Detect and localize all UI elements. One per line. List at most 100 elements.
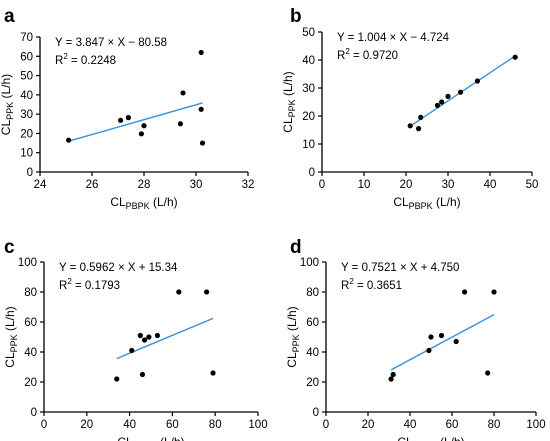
- x-tick-label: 50: [526, 179, 539, 191]
- x-tick-label: 28: [138, 179, 151, 191]
- y-tick-label: 40: [20, 90, 33, 102]
- r-squared: R2 = 0.1793: [59, 277, 120, 292]
- x-tick-label: 0: [323, 419, 329, 431]
- data-point: [204, 289, 210, 295]
- y-tick-label: 50: [20, 71, 33, 83]
- data-point: [390, 371, 396, 378]
- data-point: [439, 99, 445, 105]
- data-point: [146, 334, 152, 340]
- data-point: [491, 289, 497, 295]
- regression-line: [68, 102, 203, 142]
- y-tick-label: 50: [302, 27, 315, 39]
- x-tick-label: 100: [526, 419, 545, 431]
- x-tick-label: 40: [123, 419, 136, 431]
- data-point: [139, 371, 146, 378]
- data-point: [426, 347, 432, 354]
- panel-label: d: [290, 237, 302, 258]
- data-point: [407, 123, 413, 129]
- regression-equation: Y = 3.847 × X − 80.58: [55, 37, 167, 49]
- data-point: [141, 123, 147, 129]
- y-axis-label: CLPPK (L/h): [281, 71, 297, 132]
- data-point: [462, 289, 468, 295]
- y-tick-label: 100: [300, 257, 319, 269]
- y-tick-label: 60: [20, 51, 33, 63]
- x-axis-label: CLPBPK (L/h): [393, 195, 460, 211]
- y-tick-label: 40: [24, 347, 37, 359]
- y-tick-label: 0: [31, 407, 37, 419]
- x-tick-label: 40: [484, 179, 497, 191]
- panel-label: a: [4, 6, 15, 27]
- data-point: [418, 114, 424, 120]
- x-tick-label: 60: [166, 419, 179, 431]
- data-point: [141, 337, 148, 343]
- data-point: [125, 115, 131, 121]
- y-tick-label: 30: [20, 109, 33, 121]
- x-tick-label: 32: [242, 179, 255, 191]
- x-tick-label: 40: [404, 419, 417, 431]
- x-axis-label: CLPBPK (L/h): [397, 435, 464, 441]
- data-point: [434, 102, 441, 108]
- data-point: [428, 334, 434, 340]
- y-tick-label: 60: [24, 317, 37, 329]
- x-tick-label: 100: [248, 419, 267, 431]
- x-tick-label: 30: [442, 179, 455, 191]
- y-tick-label: 0: [313, 407, 319, 419]
- r-squared: R2 = 0.9720: [337, 47, 398, 62]
- data-point: [180, 90, 186, 96]
- data-point: [445, 93, 451, 99]
- y-tick-label: 30: [302, 83, 315, 95]
- x-tick-label: 60: [446, 419, 459, 431]
- data-point: [129, 347, 135, 354]
- x-tick-label: 20: [80, 419, 93, 431]
- y-tick-label: 20: [24, 377, 37, 389]
- data-point: [137, 332, 143, 339]
- y-tick-label: 0: [27, 167, 33, 179]
- y-tick-label: 20: [20, 128, 33, 140]
- y-tick-label: 80: [24, 287, 37, 299]
- data-point: [198, 106, 204, 112]
- data-point: [176, 289, 182, 295]
- y-tick-label: 100: [18, 257, 37, 269]
- y-tick-label: 20: [306, 377, 319, 389]
- x-tick-label: 30: [190, 179, 203, 191]
- y-axis-label: CLPPK (L/h): [0, 74, 15, 135]
- regression-line: [390, 314, 495, 371]
- data-point: [198, 49, 204, 56]
- y-tick-label: 70: [20, 32, 33, 44]
- panel-a: a 24 26 28 30 32 0 10 20 30 40 50 60 70 CLPBPK (L/h) CL…: [0, 6, 254, 211]
- data-point: [66, 137, 72, 143]
- y-tick-label: 10: [302, 139, 315, 151]
- panel-d: d 0 20 40 60 80 100 0 20 40 60 80 100 CLPBPK (L/h) CLP…: [285, 237, 546, 441]
- panel-label: c: [4, 237, 15, 258]
- regression-equation: Y = 0.5962 × X + 15.34: [59, 262, 178, 274]
- x-tick-label: 20: [362, 419, 375, 431]
- data-point: [177, 121, 183, 127]
- x-tick-label: 10: [358, 179, 371, 191]
- regression-equation: Y = 1.004 × X − 4.724: [337, 32, 450, 44]
- y-tick-label: 20: [302, 111, 315, 123]
- data-point: [438, 332, 445, 339]
- y-tick-label: 80: [306, 287, 319, 299]
- panel-b: b 0 10 20 30 40 50 0 10 20 30 40 50 CLPBPK (L/h) CLPPK…: [281, 6, 538, 211]
- y-tick-label: 0: [309, 167, 315, 179]
- data-point: [512, 54, 518, 60]
- data-point: [199, 140, 206, 146]
- x-tick-label: 24: [34, 179, 47, 191]
- y-tick-label: 60: [306, 317, 319, 329]
- x-tick-label: 80: [488, 419, 501, 431]
- y-axis-label: CLPPK (L/h): [285, 306, 301, 367]
- data-point: [416, 126, 422, 132]
- x-axis-label: CLPBPK (L/h): [110, 195, 177, 211]
- data-point: [453, 338, 459, 345]
- regression-equation: Y = 0.7521 × X + 4.750: [341, 262, 459, 274]
- x-tick-label: 0: [319, 179, 325, 191]
- y-tick-label: 40: [306, 347, 319, 359]
- data-point: [388, 376, 394, 382]
- x-tick-label: 26: [86, 179, 99, 191]
- y-axis-label: CLPPK (L/h): [3, 306, 19, 367]
- data-point: [210, 370, 216, 376]
- panel-c: c 0 20 40 60 80 100 0 20 40 60 80 100 CLPBPK (L/h) CLP…: [3, 237, 268, 441]
- x-tick-label: 0: [41, 419, 47, 431]
- data-point: [154, 332, 161, 339]
- data-point: [114, 376, 120, 382]
